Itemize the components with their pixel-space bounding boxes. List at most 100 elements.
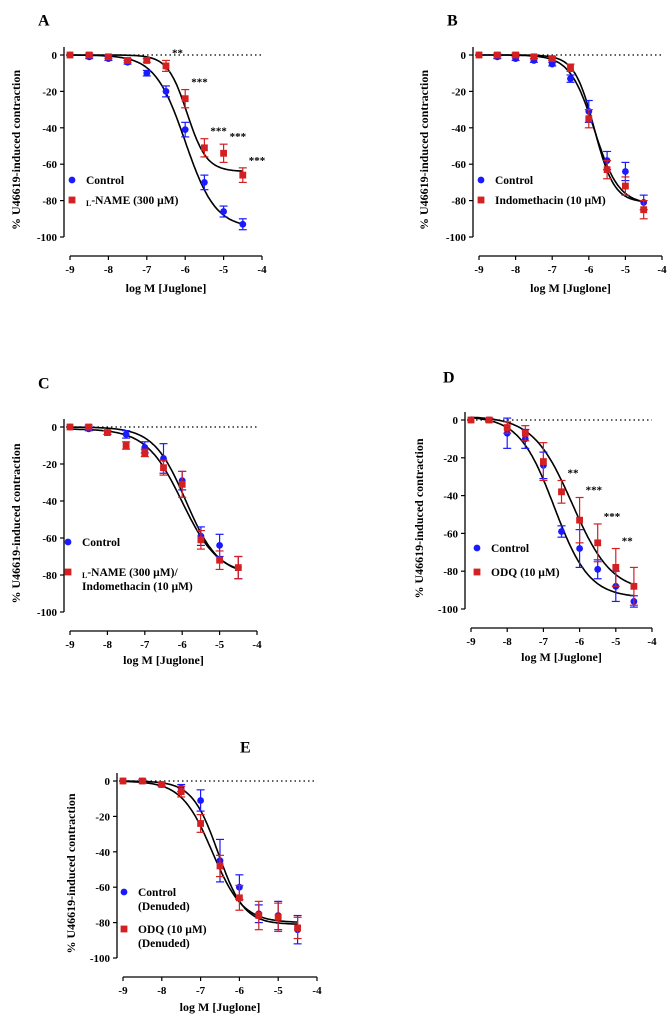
data-point-treatment (197, 536, 205, 544)
data-point-treatment (622, 182, 629, 190)
significance-marker: *** (210, 126, 227, 138)
y-tick-label: -80 (42, 570, 57, 582)
x-tick-label: -8 (103, 639, 113, 651)
x-tick-label: -8 (157, 985, 167, 997)
y-tick-label: -100 (37, 607, 58, 619)
legend-label-rest: -NAME (300 µM)/ (87, 567, 178, 579)
legend-label: Indomethacin (10 µM) (495, 195, 606, 207)
x-tick-label: -9 (65, 639, 75, 651)
data-point-control (594, 565, 602, 573)
x-tick-label: -6 (575, 636, 585, 648)
data-point-treatment (216, 862, 224, 870)
data-point-treatment (612, 564, 620, 571)
fit-curve (70, 54, 243, 172)
y-tick-label: -60 (42, 159, 57, 171)
panel-letter: D (443, 369, 455, 386)
y-tick-label: -20 (42, 86, 57, 98)
fit-curve (123, 780, 298, 925)
significance-marker: *** (230, 131, 247, 143)
fit-curve (470, 416, 635, 586)
data-point-treatment (475, 51, 483, 59)
panel-letter: E (240, 739, 251, 756)
data-point-treatment (594, 539, 602, 547)
y-tick-label: -80 (451, 196, 466, 208)
significance-marker: *** (604, 511, 621, 523)
x-axis-label: log M [Juglone] (530, 281, 611, 295)
y-tick-label: -40 (443, 491, 458, 503)
data-point-treatment (119, 777, 127, 785)
x-axis-label: log M [Juglone] (123, 653, 204, 667)
x-tick-label: -5 (274, 985, 284, 997)
x-axis-label: log M [Juglone] (126, 281, 207, 295)
legend-label: Control (495, 175, 533, 187)
data-point-treatment (104, 429, 111, 436)
data-point-control (201, 179, 208, 186)
y-tick-label: 0 (453, 415, 459, 427)
y-tick-label: -60 (443, 528, 458, 540)
x-tick-label: -4 (252, 639, 262, 651)
y-tick-label: -100 (446, 232, 467, 244)
x-tick-label: -9 (65, 264, 75, 276)
y-tick-label: -20 (443, 453, 458, 465)
x-tick-label: -7 (140, 639, 150, 651)
data-point-control (181, 126, 189, 134)
x-tick-label: -8 (511, 264, 521, 276)
data-point-control (197, 797, 205, 804)
x-tick-label: -7 (142, 264, 152, 276)
data-point-treatment (512, 51, 519, 59)
panel-e: E 0 -20 -40 -60 -80 -100 -9 -8 -7 -6 -5 -4 % U46619-i… (64, 739, 322, 1014)
data-point-treatment (255, 912, 263, 919)
legend-marker-treatment (64, 568, 72, 576)
x-tick-label: -5 (621, 264, 631, 276)
legend-label: L-NAME (300 µM) (86, 195, 179, 208)
legend-label-smallcap: L (86, 199, 91, 208)
data-point-treatment (181, 95, 189, 103)
legend-label: Control (491, 543, 529, 555)
data-point-treatment (540, 458, 547, 465)
y-tick-label: -40 (42, 123, 57, 135)
legend-marker-control (68, 176, 76, 184)
x-tick-label: -4 (647, 636, 657, 648)
x-tick-label: -7 (196, 985, 206, 997)
y-axis-label: % U46619-induced contraction (412, 438, 426, 598)
fit-curve (69, 428, 239, 570)
data-point-treatment (530, 53, 538, 61)
data-point-treatment (503, 424, 511, 431)
data-point-treatment (66, 51, 74, 59)
panel-d: D 0 -20 -40 -60 -80 -100 -9 -8 -7 -6 -5 -4 % U46619-i… (412, 369, 657, 664)
y-tick-label: 0 (461, 50, 467, 62)
data-point-treatment (177, 788, 185, 796)
x-tick-label: -8 (104, 264, 114, 276)
legend-marker-treatment (120, 925, 128, 933)
data-point-treatment (467, 416, 475, 424)
y-tick-label: 0 (105, 776, 111, 788)
y-axis-label: % U46619-induced contraction (9, 70, 23, 230)
panel-letter: C (38, 375, 50, 392)
y-axis-label: % U46619-induced contraction (9, 443, 23, 603)
data-point-treatment (216, 556, 223, 564)
y-tick-label: -100 (438, 604, 459, 616)
data-point-treatment (485, 416, 493, 424)
fit-curve (479, 54, 644, 203)
legend-marker-control (477, 176, 485, 184)
legend-marker-treatment (477, 196, 485, 204)
data-point-treatment (567, 64, 574, 72)
data-point-control (162, 88, 170, 95)
y-tick-label: -60 (42, 533, 57, 545)
data-point-treatment (585, 115, 593, 123)
data-point-control (567, 75, 574, 83)
fit-curve (470, 417, 635, 597)
data-point-control (622, 168, 629, 175)
data-point-treatment (85, 51, 93, 59)
x-tick-label: -7 (548, 264, 558, 276)
significance-marker: *** (586, 484, 603, 496)
data-point-control (220, 208, 228, 215)
data-point-treatment (603, 166, 611, 174)
x-tick-label: -6 (181, 264, 191, 276)
data-point-treatment (105, 53, 112, 61)
data-point-treatment (236, 894, 243, 902)
legend-label: L-NAME (300 µM)/ (82, 567, 178, 580)
data-point-treatment (162, 62, 170, 70)
data-point-treatment (160, 464, 167, 472)
data-point-treatment (141, 449, 149, 457)
